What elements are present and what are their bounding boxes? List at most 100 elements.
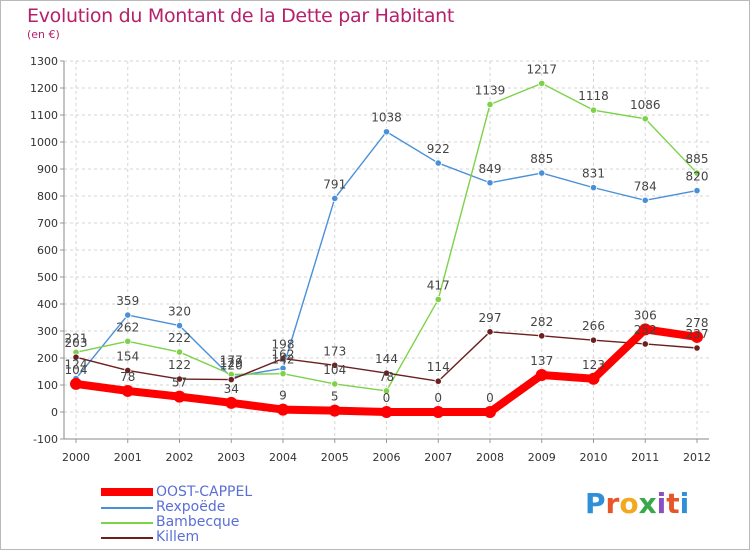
data-label-killem: 252 [634,323,657,337]
data-point-rexpo-de [693,187,701,195]
data-label-oost-cappel: 0 [383,391,391,405]
data-label-oost-cappel: 278 [686,316,709,330]
data-point-rexpo-de [124,311,132,319]
y-tick-label: 800 [37,190,58,203]
data-point-killem [641,340,649,348]
data-label-killem: 173 [323,344,346,358]
data-point-rexpo-de [486,179,494,187]
legend-label-killem: Killem [156,529,200,545]
data-point-killem [538,332,546,340]
data-label-oost-cappel: 104 [65,363,88,377]
proxiti-logo: Proxiti [585,487,690,520]
y-tick-label: -100 [33,433,58,446]
x-tick-label: 2009 [528,451,556,464]
y-tick-label: 200 [37,352,58,365]
data-point-rexpo-de [331,194,339,203]
x-tick-label: 2005 [321,451,349,464]
data-point-oost-cappel [173,390,186,403]
x-tick-label: 2001 [114,451,142,464]
data-label-oost-cappel: 137 [530,354,553,368]
data-point-killem [72,353,80,361]
data-label-killem: 144 [375,352,398,366]
data-label-rexpo-de: 1038 [371,111,402,125]
data-label-killem: 120 [220,359,243,373]
data-point-oost-cappel [535,369,548,382]
data-label-rexpo-de: 922 [427,142,450,156]
y-tick-label: 1200 [30,82,58,95]
data-label-oost-cappel: 0 [486,391,494,405]
y-tick-label: 1100 [30,109,58,122]
legend-swatch-killem [101,537,153,539]
data-label-rexpo-de: 129 [220,356,243,370]
data-point-killem [331,361,339,369]
legend-swatch-bambecque [101,522,153,524]
y-tick-label: 1000 [30,136,58,149]
data-point-oost-cappel [380,406,393,418]
data-point-oost-cappel [225,396,238,409]
data-label-bambecque: 417 [427,278,450,292]
x-tick-label: 2010 [580,451,608,464]
data-point-oost-cappel [328,404,341,417]
data-label-bambecque: 885 [686,152,709,166]
data-label-rexpo-de: 831 [582,167,605,181]
legend-label-bambecque: Bambecque [156,514,240,530]
data-label-oost-cappel: 57 [172,376,187,390]
data-point-oost-cappel [121,384,134,397]
chart-title: Evolution du Montant de la Dette par Hab… [27,5,455,27]
data-point-killem [227,375,235,384]
y-tick-label: 700 [37,217,58,230]
data-labels: 104 78 57 34 9 5 0 0 0 137 123 306 278 124 359 320 129 16… [65,62,709,405]
data-label-rexpo-de: 359 [116,294,139,308]
y-tick-label: 300 [37,325,58,338]
data-point-killem [279,354,287,363]
chart-subtitle: (en €) [27,28,60,41]
data-label-oost-cappel: 5 [331,390,339,404]
series-layer [70,79,703,418]
data-point-bambecque [641,115,649,123]
x-tick-label: 2000 [62,451,90,464]
x-tick-label: 2012 [683,451,711,464]
data-label-rexpo-de: 162 [272,347,295,361]
data-point-rexpo-de [382,128,391,136]
x-tick-label: 2006 [373,451,401,464]
x-axis: 2000 2001 2002 2003 2004 2005 2006 2007 2008 2009… [62,438,711,464]
data-label-killem: 266 [582,319,605,333]
data-point-rexpo-de [434,159,442,167]
data-label-bambecque: 221 [65,331,88,345]
data-point-killem [175,375,184,383]
data-label-bambecque: 104 [323,363,346,377]
data-label-bambecque: 262 [116,320,139,334]
data-label-rexpo-de: 849 [479,162,502,176]
data-point-bambecque [124,337,132,345]
data-point-oost-cappel [484,406,496,418]
data-point-rexpo-de [589,184,598,192]
data-point-oost-cappel [691,330,703,343]
data-point-bambecque [538,79,546,88]
data-label-oost-cappel: 34 [224,382,239,396]
data-label-killem: 282 [530,315,553,329]
data-point-bambecque [175,348,184,356]
data-label-bambecque: 78 [379,370,394,384]
data-point-oost-cappel [639,323,652,336]
x-tick-label: 2011 [631,451,659,464]
legend-swatch-oost-cappel [101,488,153,496]
data-point-killem [589,336,598,344]
data-label-bambecque: 1139 [475,83,506,97]
data-label-rexpo-de: 320 [168,305,191,319]
y-tick-label: 1300 [30,55,58,68]
data-label-bambecque: 142 [272,353,295,367]
legend-label-oost-cappel: OOST-CAPPEL [156,484,253,500]
data-label-oost-cappel: 123 [582,358,605,372]
data-point-oost-cappel [70,377,82,390]
data-label-killem: 198 [272,338,295,352]
legend-swatch-rexpoede [101,507,153,509]
y-tick-label: 100 [37,379,58,392]
data-point-oost-cappel [432,406,445,418]
data-point-bambecque [382,387,391,395]
data-point-bambecque [434,295,442,304]
data-point-rexpo-de [641,196,649,204]
data-label-killem: 237 [686,327,709,341]
y-tick-label: 500 [37,271,58,284]
